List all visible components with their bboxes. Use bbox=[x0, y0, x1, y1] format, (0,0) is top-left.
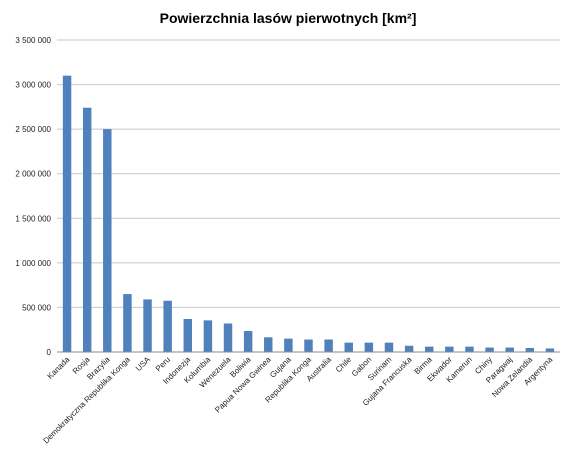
y-tick-label: 3 500 000 bbox=[15, 36, 51, 45]
bar bbox=[183, 319, 193, 352]
y-axis-ticks: 0 500 000 1 000 000 1 500 000 2 000 000 2 500… bbox=[15, 36, 51, 357]
bar bbox=[284, 338, 293, 352]
bar bbox=[324, 339, 333, 352]
bar bbox=[143, 299, 152, 352]
bar bbox=[404, 345, 414, 352]
bar bbox=[505, 347, 514, 352]
y-tick-label: 500 000 bbox=[22, 303, 51, 312]
bar bbox=[445, 346, 454, 352]
bar bbox=[525, 347, 535, 352]
y-tick-label: 1 500 000 bbox=[15, 214, 51, 223]
x-tick-label: Kanada bbox=[46, 355, 72, 381]
y-tick-label: 0 bbox=[47, 348, 52, 357]
bar bbox=[203, 320, 213, 352]
chart-title: Powierzchnia lasów pierwotnych [km²] bbox=[160, 10, 417, 26]
y-tick-label: 3 000 000 bbox=[15, 81, 51, 90]
bar bbox=[465, 346, 474, 352]
bars bbox=[62, 75, 555, 353]
bar bbox=[304, 339, 313, 352]
y-tick-label: 2 000 000 bbox=[15, 170, 51, 179]
bar bbox=[424, 346, 434, 352]
bar bbox=[364, 342, 374, 352]
bar bbox=[123, 294, 132, 352]
bar bbox=[264, 337, 273, 352]
bar bbox=[485, 347, 494, 352]
bar bbox=[344, 342, 353, 352]
bar bbox=[62, 75, 72, 353]
bar bbox=[243, 331, 253, 352]
y-tick-label: 1 000 000 bbox=[15, 259, 51, 268]
gridlines bbox=[57, 39, 560, 353]
bar bbox=[384, 342, 394, 352]
y-tick-label: 2 500 000 bbox=[15, 125, 51, 134]
bar bbox=[82, 107, 92, 353]
x-tick-label: USA bbox=[134, 355, 152, 373]
bar bbox=[545, 348, 555, 352]
bar bbox=[223, 323, 233, 352]
bar bbox=[103, 129, 112, 352]
bar bbox=[163, 300, 172, 352]
